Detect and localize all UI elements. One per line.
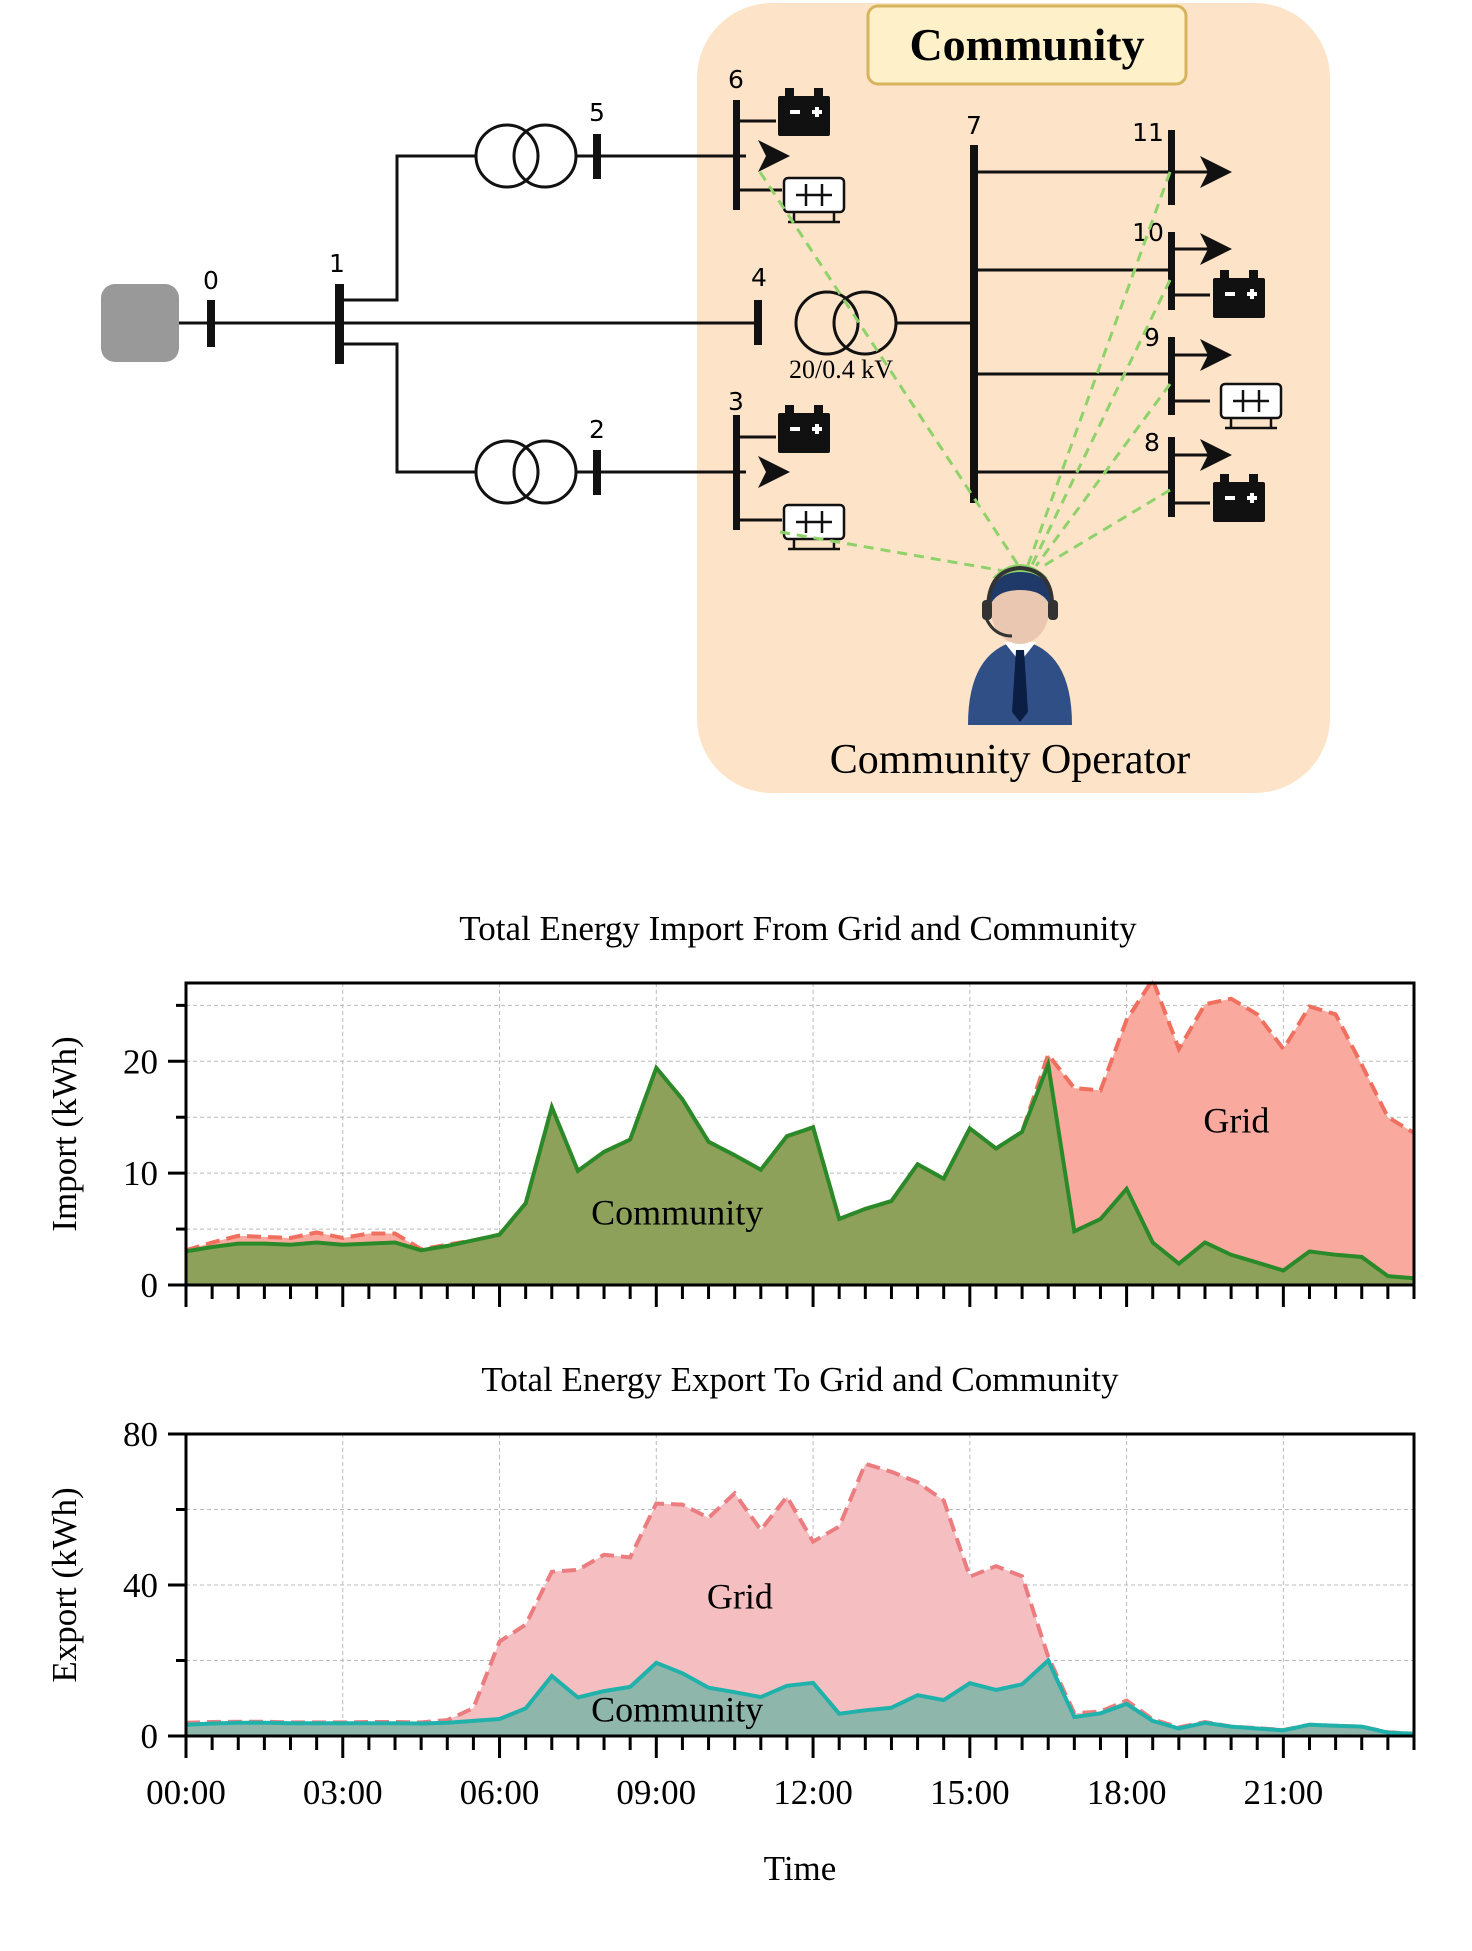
exp-x-tick-label: 18:00 xyxy=(1087,1773,1167,1812)
exp-y-tick-label: 80 xyxy=(123,1415,158,1454)
import-annotation-grid: Grid xyxy=(1203,1101,1269,1141)
exp-x-tick-label: 21:00 xyxy=(1243,1773,1323,1812)
community-operator-label: Community Operator xyxy=(830,737,1190,783)
bus-label-8: 8 xyxy=(1144,428,1160,457)
exp-x-tick-label: 06:00 xyxy=(460,1773,540,1812)
bus-0 xyxy=(207,300,215,347)
bus-4 xyxy=(754,300,762,345)
import-community-area xyxy=(186,1064,1414,1285)
bus-7 xyxy=(970,145,978,503)
x-axis-label: Time xyxy=(764,1849,837,1888)
transformer-bus4-bus7 xyxy=(794,290,898,356)
network-lines xyxy=(179,119,1225,522)
bus-label-3: 3 xyxy=(728,387,744,416)
imp-y-tick-label: 0 xyxy=(141,1266,159,1305)
bus-label-0: 0 xyxy=(203,266,219,295)
exp-x-tick-label: 09:00 xyxy=(616,1773,696,1812)
export-annotation-community: Community xyxy=(591,1690,763,1730)
bus-5 xyxy=(593,134,601,179)
external-grid-icon xyxy=(101,284,179,362)
exp-y-tick-label: 0 xyxy=(141,1717,159,1756)
exp-x-tick-label: 00:00 xyxy=(146,1773,226,1812)
import-grid-series-line xyxy=(185,975,1416,1253)
imp-y-tick-label: 20 xyxy=(123,1042,158,1081)
bus-label-2: 2 xyxy=(589,415,605,444)
community-label: Community xyxy=(909,19,1144,70)
import-annotation-community: Community xyxy=(591,1192,763,1232)
import-chart: Total Energy Import From Grid and Commun… xyxy=(45,909,1416,1307)
exp-y-tick-label: 40 xyxy=(123,1566,158,1605)
bus-2 xyxy=(593,450,601,495)
export-y-axis-label: Export (kWh) xyxy=(45,1487,84,1682)
export-chart: Total Energy Export To Grid and Communit… xyxy=(45,1360,1416,1888)
bus-3 xyxy=(733,415,740,530)
export-grid-area xyxy=(186,1463,1414,1736)
export-annotation-grid: Grid xyxy=(707,1576,773,1616)
bus-11 xyxy=(1168,130,1175,205)
community-label-box xyxy=(866,4,1188,86)
import-y-axis-label: Import (kWh) xyxy=(45,1036,84,1231)
bus-label-11: 11 xyxy=(1132,118,1164,147)
bus-label-1: 1 xyxy=(329,249,345,278)
exp-x-tick-label: 03:00 xyxy=(303,1773,383,1812)
import-community-series-line xyxy=(185,1057,1415,1281)
bus-1 xyxy=(335,284,344,364)
exp-x-tick-label: 15:00 xyxy=(930,1773,1010,1812)
imp-y-tick-label: 10 xyxy=(123,1154,158,1193)
bus-label-5: 5 xyxy=(589,98,605,127)
bus-8 xyxy=(1168,437,1175,517)
bus-6 xyxy=(733,100,740,210)
bus-label-4: 4 xyxy=(751,263,767,292)
export-chart-title: Total Energy Export To Grid and Communit… xyxy=(481,1360,1119,1399)
exp-x-tick-label: 12:00 xyxy=(773,1773,853,1812)
transformer-rating-label: 20/0.4 kV xyxy=(789,355,893,384)
transformer-bus1-bus2 xyxy=(474,439,578,505)
bus-label-10: 10 xyxy=(1132,218,1164,247)
bus-10 xyxy=(1168,232,1175,310)
import-chart-title: Total Energy Import From Grid and Commun… xyxy=(459,909,1137,948)
transformer-bus1-bus5 xyxy=(474,123,578,189)
communication-links xyxy=(758,171,1172,574)
bus-label-6: 6 xyxy=(728,65,744,94)
network-diagram: Community xyxy=(101,3,1330,793)
export-community-series-line xyxy=(185,1657,1415,1736)
community-operator-icon xyxy=(968,565,1072,725)
bus-label-9: 9 xyxy=(1144,323,1160,352)
bus-label-7: 7 xyxy=(966,111,982,140)
import-plot-frame xyxy=(184,981,1416,1287)
bus-9 xyxy=(1168,337,1175,415)
export-community-area xyxy=(186,1660,1414,1736)
